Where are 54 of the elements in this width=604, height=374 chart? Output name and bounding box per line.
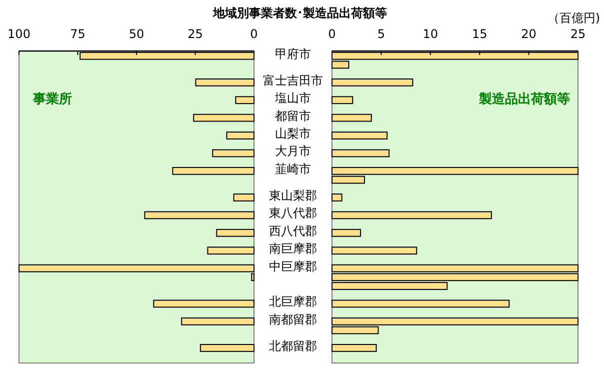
x-tick-label: 100 — [8, 27, 30, 41]
x-tick-label: 20 — [521, 27, 536, 41]
x-tick-label: 15 — [472, 27, 488, 41]
y-tick-label: 西八代郡 — [269, 224, 317, 238]
bar — [332, 114, 372, 122]
y-tick-label: 富士吉田市 — [263, 73, 323, 88]
bar — [332, 228, 362, 237]
y-tick-label: 甲府市 — [275, 46, 311, 61]
bar — [332, 194, 342, 202]
bar — [233, 194, 254, 202]
x-tick-label: 10 — [422, 27, 438, 41]
x-tick-label: 5 — [377, 27, 386, 41]
bar — [200, 344, 254, 352]
annotation: 製造品出荷額等 — [478, 91, 570, 107]
bar — [195, 78, 254, 86]
y-tick-label: 都留市 — [275, 108, 311, 123]
bar — [181, 317, 254, 326]
bar — [226, 132, 254, 140]
y-tick-label: 韮崎市 — [275, 162, 311, 176]
bar — [332, 246, 418, 255]
text: 地域別事業者数･製造品出荷額等 — [212, 6, 387, 20]
y-tick-label: 東山梨郡 — [269, 188, 317, 202]
bar — [332, 78, 414, 86]
bar — [332, 211, 492, 220]
y-tick-label: 北都留郡 — [269, 338, 317, 353]
bar — [172, 166, 254, 175]
x-tick-label: 25 — [570, 27, 586, 41]
bar — [193, 114, 254, 122]
y-tick-label: 南都留郡 — [269, 312, 317, 326]
y-tick-label: 中巨摩郡 — [269, 259, 317, 274]
bar — [235, 96, 254, 104]
annotation: 事業所 — [32, 91, 72, 107]
y-tick-label: 東八代郡 — [269, 206, 317, 220]
bar — [207, 246, 254, 255]
y-tick-label: 北巨摩郡 — [269, 294, 317, 309]
y-tick-label: 南巨摩郡 — [269, 242, 317, 256]
x-tick-label: 75 — [70, 27, 86, 41]
x-tick-label: 50 — [128, 27, 144, 41]
bar — [332, 132, 388, 140]
bar — [332, 149, 390, 158]
bar — [332, 344, 377, 352]
y-tick-label: 山梨市 — [275, 126, 311, 141]
x-axis-title: （百億円) — [547, 11, 600, 25]
y-tick-label: 塩山市 — [274, 91, 311, 106]
bar — [153, 300, 254, 308]
x-tick-label: 0 — [250, 27, 258, 41]
y-tick-label: 大月市 — [275, 144, 311, 158]
bar — [144, 211, 254, 220]
bar — [212, 149, 254, 158]
bar — [332, 300, 510, 308]
bar — [332, 96, 354, 104]
x-tick-label: 0 — [328, 27, 336, 41]
bar — [216, 228, 254, 237]
x-tick-label: 25 — [188, 27, 203, 41]
